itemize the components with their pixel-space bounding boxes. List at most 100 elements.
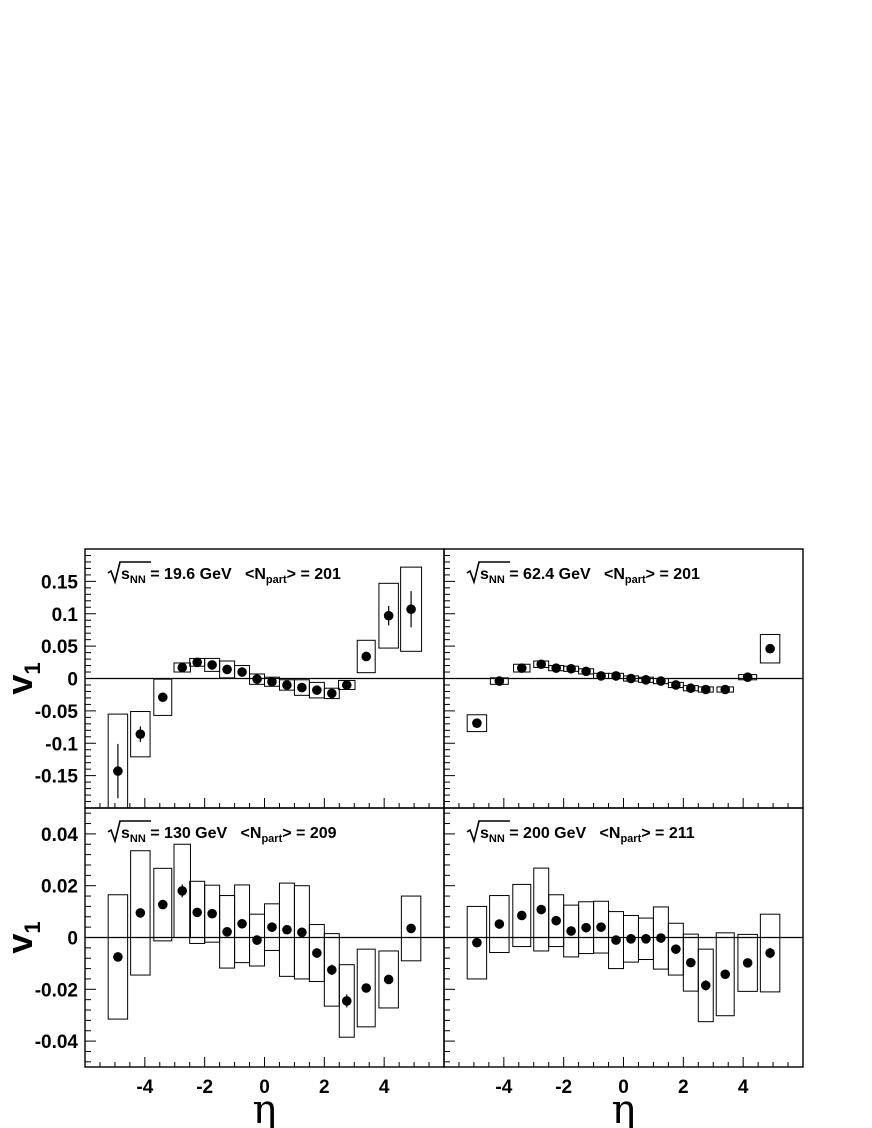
systematic-box [489, 895, 510, 954]
npart-value: > = 201 [287, 566, 341, 583]
y-tick-label: -0.1 [45, 734, 78, 755]
npart-open: <N [600, 825, 621, 842]
sqrt-s-sub: NN [130, 833, 146, 845]
sqrt-s: s [480, 825, 489, 842]
y-tick-label: 0.15 [41, 572, 78, 593]
data-point [596, 922, 606, 932]
data-point [626, 673, 636, 684]
data-point [720, 969, 731, 980]
data-point [341, 680, 352, 690]
sqrt-s: s [480, 566, 489, 583]
systematic-box [130, 711, 151, 758]
systematic-box [400, 895, 422, 962]
data-point [222, 927, 232, 937]
energy-value: = 62.4 GeV [509, 566, 591, 583]
data-point [282, 924, 292, 935]
x-tick-label: 2 [678, 1077, 689, 1098]
y-axis-title-sub: 1 [20, 921, 45, 933]
x-tick-label: 0 [618, 1077, 629, 1098]
data-point [222, 664, 232, 675]
data-point [135, 908, 146, 918]
systematic-box [466, 905, 488, 980]
label-spacer [586, 825, 599, 842]
data-point [383, 610, 394, 621]
data-point [641, 674, 651, 685]
data-point [700, 684, 711, 695]
energy-value: = 200 GeV [509, 825, 586, 842]
data-point [157, 692, 168, 703]
y-tick-label: -0.05 [35, 702, 79, 723]
systematic-box [107, 894, 129, 1020]
data-point [494, 676, 505, 686]
y-tick-label: 0.05 [41, 637, 78, 658]
data-point [192, 657, 202, 668]
energy-value: = 19.6 GeV [150, 566, 232, 583]
sqrt-sign [466, 820, 510, 844]
data-point [327, 965, 337, 975]
systematic-box [378, 950, 399, 1009]
data-point [282, 680, 292, 690]
y-axis-title-main: v [0, 675, 40, 695]
data-point [177, 886, 188, 896]
systematic-box [153, 678, 173, 716]
x-tick-label: -4 [495, 1077, 512, 1098]
sqrt-s: s [121, 566, 130, 583]
data-point [671, 944, 681, 954]
systematic-box [697, 948, 714, 1023]
data-point [252, 935, 262, 945]
systematic-box [323, 687, 340, 700]
sqrt-sign [107, 820, 151, 844]
y-axis-title-main: v [0, 934, 40, 954]
npart-value: > = 209 [282, 825, 336, 842]
npart-sub: part [625, 574, 646, 586]
sqrt-sign [466, 561, 510, 585]
sqrt-s-sub: NN [489, 833, 505, 845]
data-point [267, 676, 277, 687]
sqrt-s-sub: NN [489, 574, 505, 586]
data-point [566, 663, 576, 674]
data-point [297, 682, 307, 693]
data-point [626, 933, 636, 944]
systematic-box [715, 932, 735, 1017]
data-point [361, 651, 372, 662]
y-tick-label: 0 [67, 929, 78, 950]
data-point [566, 926, 576, 936]
data-point [516, 663, 527, 673]
label-spacer [227, 825, 240, 842]
y-tick-label: 0.1 [52, 605, 79, 626]
data-point [656, 676, 666, 686]
systematic-box [512, 883, 532, 948]
data-point [192, 907, 202, 918]
panel-label: sNN = 130 GeV <Npart> = 209 [121, 825, 337, 845]
npart-open: <N [604, 566, 625, 583]
data-point [472, 718, 482, 728]
data-point [686, 683, 696, 694]
data-point [516, 910, 527, 921]
data-point [494, 919, 505, 929]
y-tick-label: 0.02 [41, 877, 78, 898]
systematic-box [400, 566, 423, 652]
data-point [237, 667, 247, 677]
data-point [742, 672, 753, 683]
systematic-box [356, 948, 376, 1028]
systematic-box [466, 714, 488, 733]
data-point [406, 604, 416, 615]
data-point [551, 663, 561, 673]
data-point [581, 922, 591, 933]
data-point [327, 688, 337, 699]
npart-sub: part [620, 833, 641, 845]
sqrt-sign [107, 561, 151, 585]
sqrt-s-sub: NN [130, 574, 146, 586]
x-tick-label: 4 [738, 1077, 749, 1098]
data-point [765, 948, 775, 958]
y-tick-label: -0.02 [35, 980, 78, 1001]
data-points-layer [113, 604, 775, 1006]
systematic-box [356, 639, 376, 674]
data-point [237, 918, 247, 929]
npart-open: <N [241, 825, 262, 842]
panel-label: sNN = 200 GeV <Npart> = 211 [480, 825, 695, 845]
npart-value: > = 201 [646, 566, 700, 583]
sqrt-s: s [121, 825, 130, 842]
